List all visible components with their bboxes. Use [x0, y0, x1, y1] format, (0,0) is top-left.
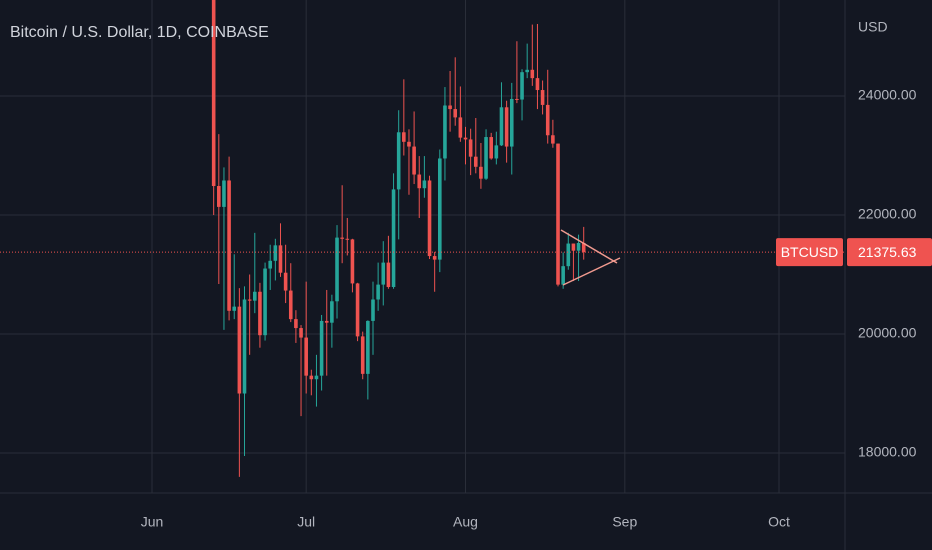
candle-body — [263, 268, 267, 336]
candle-body — [443, 105, 447, 159]
candle-body — [581, 242, 586, 253]
candle-body — [509, 98, 514, 147]
candle-body — [278, 245, 283, 273]
chart-title: Bitcoin / U.S. Dollar, 1D, COINBASE — [10, 24, 269, 41]
candle-body — [350, 239, 355, 284]
candle-body — [545, 104, 550, 136]
candle-body — [479, 166, 483, 179]
candle-body — [294, 319, 298, 329]
candle-body — [417, 174, 422, 189]
candle-body — [366, 320, 370, 374]
candle-body — [242, 299, 247, 394]
candle-body — [355, 283, 360, 337]
candle-body — [371, 299, 375, 321]
candle-body — [520, 72, 524, 100]
candle-body — [273, 245, 278, 261]
candle-body — [376, 284, 380, 300]
candle-body — [211, 0, 216, 187]
candle-body — [288, 290, 293, 320]
candle-body — [402, 132, 406, 142]
candle-body — [551, 135, 555, 144]
candle-body — [463, 137, 468, 140]
candle-body — [515, 98, 519, 100]
candle-body — [438, 158, 442, 260]
candle-body — [448, 105, 452, 110]
overlay: 18000.00 20000.00 22000.00 24000.00 Jun Jul Au… — [141, 87, 932, 530]
candle-body — [458, 117, 463, 138]
symbol-badge — [776, 238, 843, 267]
x-tick-label: Jun — [141, 514, 164, 530]
y-tick-label: 18000.00 — [858, 444, 917, 460]
candle-body — [381, 262, 386, 285]
candle-body — [247, 299, 252, 301]
candle-body — [345, 238, 350, 240]
candle-body — [396, 132, 401, 190]
candle-body — [360, 336, 365, 374]
candle-body — [427, 180, 432, 257]
candle-body — [412, 146, 416, 175]
candle-body — [489, 137, 493, 159]
candle-body — [340, 237, 344, 239]
x-tick-label: Aug — [453, 514, 478, 530]
candle-body — [268, 260, 273, 269]
candle-body — [217, 186, 221, 207]
candle-body — [319, 320, 324, 376]
candle-body — [232, 306, 237, 311]
candle-body — [499, 107, 504, 146]
candle-body — [283, 272, 288, 291]
x-tick-label: Oct — [768, 514, 790, 530]
candle-body — [484, 137, 488, 179]
y-tick-label: 20000.00 — [858, 325, 917, 341]
candle-body — [324, 320, 329, 323]
candle-body — [330, 301, 334, 323]
candle-body — [571, 243, 576, 251]
candle-body — [422, 180, 427, 189]
candle-body — [237, 306, 242, 394]
candle-body — [561, 266, 565, 285]
last-price-label: 21375.63 — [858, 244, 917, 260]
candle-body — [299, 328, 303, 338]
x-tick-label: Jul — [297, 514, 315, 530]
pattern-drawing — [560, 229, 621, 286]
candle-body — [504, 107, 509, 147]
candle-body — [407, 141, 411, 147]
candle-body — [391, 189, 396, 287]
candle-body — [530, 69, 535, 79]
candle-body — [314, 375, 319, 380]
candle-body — [335, 237, 339, 302]
price-unit: USD — [858, 19, 888, 35]
candle-body — [540, 90, 545, 105]
symbol-label: BTCUSD — [781, 244, 839, 260]
candle-body — [494, 145, 499, 159]
y-tick-label: 24000.00 — [858, 87, 917, 103]
candle-body — [576, 242, 581, 251]
candle-body — [309, 375, 314, 380]
candle-body — [258, 291, 262, 336]
y-tick-label: 22000.00 — [858, 206, 917, 222]
candle-body — [222, 180, 226, 207]
last-price-badge — [847, 238, 932, 267]
candle-body — [535, 78, 540, 91]
grid — [0, 0, 845, 493]
candle-body — [432, 256, 437, 260]
candle-body — [556, 143, 560, 285]
candle-body — [227, 180, 231, 311]
candle-body — [468, 139, 473, 157]
candle-body — [566, 243, 571, 267]
candle-body — [386, 262, 391, 287]
candle-body — [473, 156, 478, 167]
candle-body — [252, 291, 257, 301]
x-tick-label: Sep — [612, 514, 637, 530]
candle-body — [525, 69, 529, 73]
candles — [0, 0, 845, 477]
candle-body — [453, 109, 458, 118]
candle-body — [304, 337, 308, 376]
